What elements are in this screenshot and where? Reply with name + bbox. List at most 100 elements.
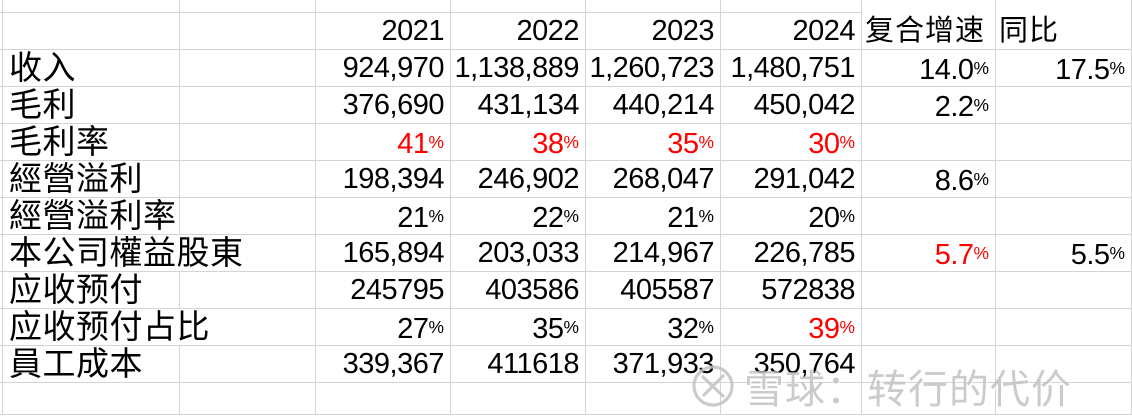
empty-cell[interactable] (586, 0, 721, 13)
cell-2024[interactable]: 39% (721, 309, 862, 346)
cell-cagr[interactable] (862, 124, 996, 161)
empty-cell[interactable] (180, 13, 316, 50)
cell-yoy[interactable] (996, 309, 1132, 346)
empty-cell[interactable] (180, 124, 316, 161)
cell-2024[interactable]: 450,042 (721, 87, 862, 124)
row-label[interactable]: 經營溢利 (3, 161, 180, 198)
cell-yoy[interactable] (996, 87, 1132, 124)
cell-yoy[interactable]: 17.5% (996, 50, 1132, 87)
cell-cagr[interactable] (862, 198, 996, 235)
empty-cell[interactable] (180, 272, 316, 309)
cell-yoy[interactable] (996, 124, 1132, 161)
cell-2022[interactable]: 431,134 (451, 87, 586, 124)
empty-cell[interactable] (451, 383, 586, 415)
empty-cell[interactable] (180, 161, 316, 198)
empty-cell[interactable] (3, 0, 180, 13)
row-label[interactable]: 員工成本 (3, 346, 180, 383)
row-label[interactable]: 毛利 (3, 87, 180, 124)
empty-cell[interactable] (180, 383, 316, 415)
cell-2023[interactable]: 268,047 (586, 161, 721, 198)
empty-cell[interactable] (3, 13, 180, 50)
cell-2024[interactable]: 20% (721, 198, 862, 235)
empty-cell[interactable] (316, 383, 451, 415)
cell-2023[interactable]: 214,967 (586, 235, 721, 272)
cell-2021[interactable]: 41% (316, 124, 451, 161)
cell-cagr[interactable] (862, 272, 996, 309)
cell-2022[interactable]: 35% (451, 309, 586, 346)
empty-cell[interactable] (180, 346, 316, 383)
cell-2022[interactable]: 38% (451, 124, 586, 161)
cell-cagr[interactable]: 5.7% (862, 235, 996, 272)
cell-2024[interactable]: 30% (721, 124, 862, 161)
empty-cell[interactable] (862, 383, 996, 415)
cell-2022[interactable]: 403586 (451, 272, 586, 309)
cell-yoy[interactable] (996, 161, 1132, 198)
empty-cell[interactable] (996, 383, 1132, 415)
empty-cell[interactable] (586, 383, 721, 415)
empty-cell[interactable] (996, 0, 1132, 13)
gridline-cell (0, 198, 3, 235)
cell-cagr[interactable] (862, 346, 996, 383)
cell-2024[interactable]: 291,042 (721, 161, 862, 198)
table-row-gross-margin: 毛利率 41% 38% 35% 30% (0, 124, 1132, 161)
table-row-gross-profit: 毛利 376,690 431,134 440,214 450,042 2.2% (0, 87, 1132, 124)
cell-2023[interactable]: 1,260,723 (586, 50, 721, 87)
cell-2021[interactable]: 198,394 (316, 161, 451, 198)
cell-2021[interactable]: 245795 (316, 272, 451, 309)
cell-2023[interactable]: 21% (586, 198, 721, 235)
header-year-2023[interactable]: 2023 (586, 13, 721, 50)
gridline-cell (0, 309, 3, 346)
cell-2023[interactable]: 371,933 (586, 346, 721, 383)
header-cagr[interactable]: 复合增速 (862, 13, 996, 50)
cell-2022[interactable]: 411618 (451, 346, 586, 383)
cell-cagr[interactable]: 14.0% (862, 50, 996, 87)
cell-yoy[interactable] (996, 346, 1132, 383)
cell-2021[interactable]: 21% (316, 198, 451, 235)
cell-2024[interactable]: 1,480,751 (721, 50, 862, 87)
row-label[interactable]: 本公司權益股東 (3, 235, 316, 272)
row-label[interactable]: 收入 (3, 50, 180, 87)
table-row-revenue: 收入 924,970 1,138,889 1,260,723 1,480,751… (0, 50, 1132, 87)
header-year-2021[interactable]: 2021 (316, 13, 451, 50)
empty-cell[interactable] (180, 87, 316, 124)
cell-2022[interactable]: 1,138,889 (451, 50, 586, 87)
cell-2023[interactable]: 35% (586, 124, 721, 161)
cell-2021[interactable]: 165,894 (316, 235, 451, 272)
cell-2021[interactable]: 339,367 (316, 346, 451, 383)
header-year-2024[interactable]: 2024 (721, 13, 862, 50)
empty-cell[interactable] (180, 0, 316, 13)
table-row-staff-costs: 員工成本 339,367 411618 371,933 350,764 (0, 346, 1132, 383)
empty-cell[interactable] (180, 198, 316, 235)
cell-2023[interactable]: 440,214 (586, 87, 721, 124)
empty-cell[interactable] (316, 0, 451, 13)
cell-yoy[interactable] (996, 198, 1132, 235)
cell-2021[interactable]: 27% (316, 309, 451, 346)
empty-cell[interactable] (451, 0, 586, 13)
empty-cell[interactable] (862, 0, 996, 13)
empty-cell[interactable] (180, 50, 316, 87)
cell-2024[interactable]: 572838 (721, 272, 862, 309)
cell-yoy[interactable] (996, 272, 1132, 309)
cell-2023[interactable]: 32% (586, 309, 721, 346)
cell-cagr[interactable]: 2.2% (862, 87, 996, 124)
header-yoy[interactable]: 同比 (996, 13, 1132, 50)
cell-cagr[interactable] (862, 309, 996, 346)
empty-cell[interactable] (721, 383, 862, 415)
cell-2022[interactable]: 246,902 (451, 161, 586, 198)
row-label[interactable]: 应收预付 (3, 272, 180, 309)
cell-2022[interactable]: 203,033 (451, 235, 586, 272)
cell-2024[interactable]: 226,785 (721, 235, 862, 272)
empty-cell[interactable] (3, 383, 180, 415)
cell-2023[interactable]: 405587 (586, 272, 721, 309)
cell-2021[interactable]: 924,970 (316, 50, 451, 87)
cell-2024[interactable]: 350,764 (721, 346, 862, 383)
cell-cagr[interactable]: 8.6% (862, 161, 996, 198)
cell-2022[interactable]: 22% (451, 198, 586, 235)
cell-2021[interactable]: 376,690 (316, 87, 451, 124)
row-label[interactable]: 应收预付占比 (3, 309, 316, 346)
header-year-2022[interactable]: 2022 (451, 13, 586, 50)
cell-yoy[interactable]: 5.5% (996, 235, 1132, 272)
row-label[interactable]: 毛利率 (3, 124, 180, 161)
row-label[interactable]: 經營溢利率 (3, 198, 180, 235)
empty-cell[interactable] (721, 0, 862, 13)
